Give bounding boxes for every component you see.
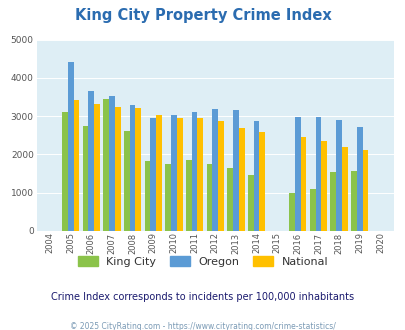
- Bar: [109, 96, 115, 231]
- Bar: [150, 118, 156, 231]
- Bar: [68, 62, 73, 231]
- Bar: [82, 126, 88, 231]
- Bar: [165, 164, 171, 231]
- Bar: [103, 99, 109, 231]
- Bar: [294, 117, 300, 231]
- Bar: [129, 106, 135, 231]
- Bar: [335, 120, 341, 231]
- Bar: [144, 161, 150, 231]
- Bar: [341, 147, 347, 231]
- Text: Crime Index corresponds to incidents per 100,000 inhabitants: Crime Index corresponds to incidents per…: [51, 292, 354, 302]
- Text: King City Property Crime Index: King City Property Crime Index: [75, 8, 330, 23]
- Bar: [124, 131, 129, 231]
- Legend: King City, Oregon, National: King City, Oregon, National: [77, 256, 328, 267]
- Text: © 2025 CityRating.com - https://www.cityrating.com/crime-statistics/: © 2025 CityRating.com - https://www.city…: [70, 322, 335, 330]
- Bar: [197, 118, 202, 231]
- Bar: [88, 91, 94, 231]
- Bar: [309, 189, 315, 231]
- Bar: [156, 115, 162, 231]
- Bar: [362, 150, 367, 231]
- Bar: [320, 141, 326, 231]
- Bar: [356, 127, 362, 231]
- Bar: [94, 104, 100, 231]
- Bar: [176, 118, 182, 231]
- Bar: [135, 108, 141, 231]
- Bar: [73, 100, 79, 231]
- Bar: [227, 168, 232, 231]
- Bar: [185, 160, 191, 231]
- Bar: [212, 109, 217, 231]
- Bar: [253, 121, 259, 231]
- Bar: [315, 116, 320, 231]
- Bar: [259, 132, 264, 231]
- Bar: [191, 112, 197, 231]
- Bar: [62, 112, 68, 231]
- Bar: [217, 121, 223, 231]
- Bar: [288, 193, 294, 231]
- Bar: [350, 171, 356, 231]
- Bar: [171, 115, 176, 231]
- Bar: [330, 172, 335, 231]
- Bar: [247, 175, 253, 231]
- Bar: [115, 107, 120, 231]
- Bar: [300, 137, 306, 231]
- Bar: [206, 164, 212, 231]
- Bar: [232, 110, 238, 231]
- Bar: [238, 128, 244, 231]
